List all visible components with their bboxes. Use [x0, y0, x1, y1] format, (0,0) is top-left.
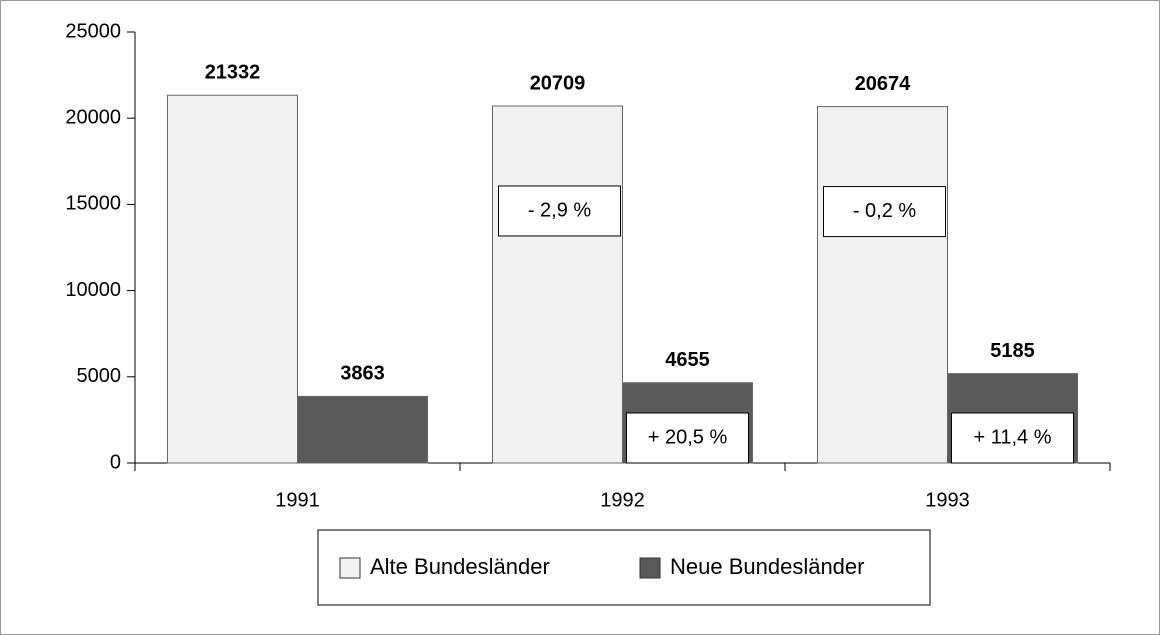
legend-label: Alte Bundesländer — [370, 554, 550, 579]
bar — [492, 105, 623, 464]
value-label: 20674 — [855, 73, 911, 95]
y-tick-label: 20000 — [65, 106, 121, 128]
value-label: 21332 — [205, 62, 261, 84]
legend-swatch — [339, 557, 361, 579]
legend-box — [317, 529, 931, 606]
value-label: 3863 — [340, 363, 385, 385]
y-tick-label: 5000 — [77, 365, 122, 387]
y-tick-label: 0 — [110, 451, 121, 473]
legend-label: Neue Bundesländer — [670, 554, 864, 579]
x-tick-label: 1992 — [600, 489, 645, 511]
x-tick-label: 1991 — [275, 489, 320, 511]
annotation-box — [498, 185, 621, 237]
value-label: 20709 — [530, 72, 586, 94]
annotation: - 0,2 % — [853, 200, 917, 222]
annotation: + 11,4 % — [973, 426, 1051, 448]
annotation-box — [951, 412, 1074, 464]
y-tick-label: 15000 — [65, 193, 121, 215]
bar — [817, 106, 948, 464]
annotation-box — [823, 186, 946, 238]
bar — [167, 94, 298, 464]
annotation: + 20,5 % — [648, 426, 728, 448]
value-label: 4655 — [665, 349, 710, 371]
value-label: 5185 — [990, 340, 1035, 362]
annotation-box — [626, 412, 749, 464]
bar — [297, 395, 428, 464]
x-tick-label: 1993 — [925, 489, 970, 511]
legend-swatch — [639, 557, 661, 579]
y-tick-label: 10000 — [65, 279, 121, 301]
y-tick-label: 25000 — [65, 20, 121, 42]
annotation: - 2,9 % — [528, 199, 592, 221]
